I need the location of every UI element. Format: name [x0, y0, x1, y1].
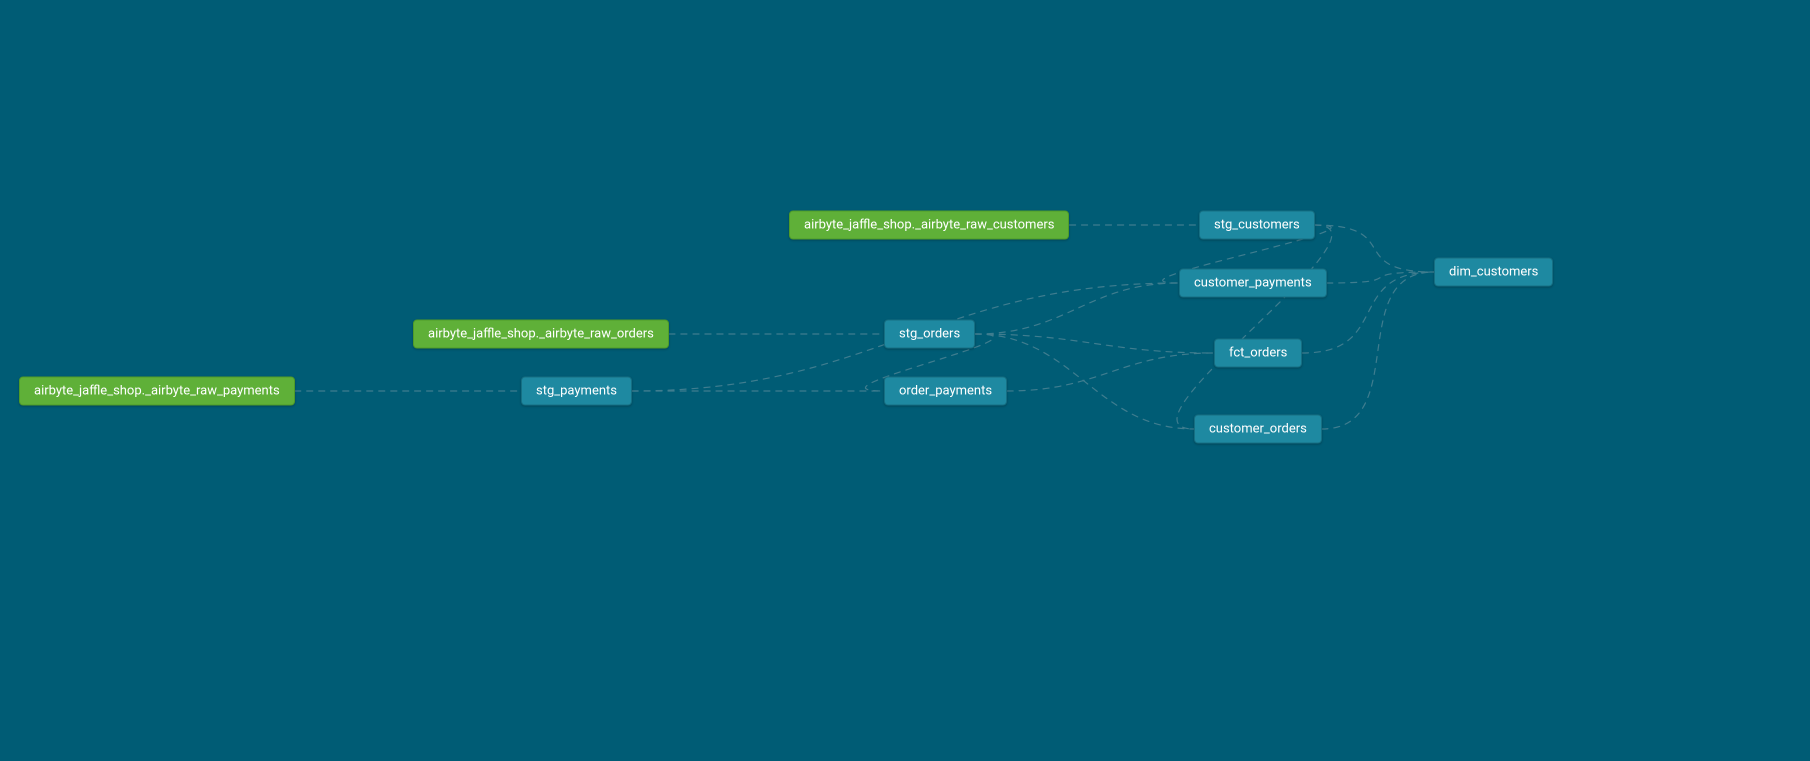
edge-stg_customers-to-customer_orders	[1177, 225, 1332, 429]
node-fct_orders[interactable]: fct_orders	[1214, 339, 1302, 368]
edge-stg_orders-to-customer_orders	[975, 334, 1194, 429]
edge-customer_payments-to-dim_customers	[1327, 272, 1434, 283]
node-raw_customers[interactable]: airbyte_jaffle_shop._airbyte_raw_custome…	[789, 211, 1069, 240]
edge-customer_orders-to-dim_customers	[1322, 272, 1434, 429]
node-stg_payments[interactable]: stg_payments	[521, 377, 632, 406]
edge-stg_customers-to-dim_customers	[1315, 225, 1434, 272]
node-stg_customers[interactable]: stg_customers	[1199, 211, 1315, 240]
node-customer_payments[interactable]: customer_payments	[1179, 269, 1327, 298]
node-raw_payments[interactable]: airbyte_jaffle_shop._airbyte_raw_payment…	[19, 377, 295, 406]
node-customer_orders[interactable]: customer_orders	[1194, 415, 1322, 444]
lineage-graph[interactable]: airbyte_jaffle_shop._airbyte_raw_custome…	[0, 0, 1810, 761]
node-stg_orders[interactable]: stg_orders	[884, 320, 975, 349]
node-dim_customers[interactable]: dim_customers	[1434, 258, 1553, 287]
edge-stg_orders-to-customer_payments	[975, 283, 1179, 334]
edge-order_payments-to-fct_orders	[1007, 353, 1214, 391]
edge-stg_orders-to-fct_orders	[975, 334, 1214, 353]
node-order_payments[interactable]: order_payments	[884, 377, 1007, 406]
node-raw_orders[interactable]: airbyte_jaffle_shop._airbyte_raw_orders	[413, 320, 669, 349]
